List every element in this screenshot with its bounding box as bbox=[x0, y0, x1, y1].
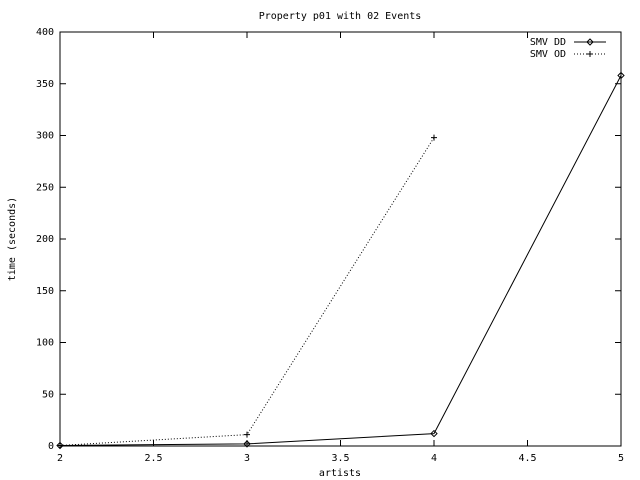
x-tick-label: 2 bbox=[57, 453, 63, 464]
data-point bbox=[617, 71, 625, 80]
y-axis-label: time (seconds) bbox=[7, 197, 18, 281]
data-point bbox=[57, 442, 63, 449]
data-point bbox=[431, 134, 437, 141]
series-line bbox=[59, 137, 435, 446]
x-tick-label: 3.5 bbox=[331, 453, 349, 464]
data-point bbox=[56, 441, 64, 450]
legend-label: SMV DD bbox=[530, 37, 566, 48]
data-point bbox=[243, 440, 251, 448]
x-tick-label: 5 bbox=[618, 453, 624, 464]
chart-title: Property p01 with 02 Events bbox=[259, 11, 422, 22]
y-tick-label: 100 bbox=[36, 338, 54, 349]
x-tick-label: 3 bbox=[244, 453, 250, 464]
y-tick-label: 200 bbox=[36, 234, 54, 245]
x-tick-label: 4 bbox=[431, 453, 437, 464]
legend-marker bbox=[587, 51, 593, 57]
y-tick-label: 150 bbox=[36, 286, 54, 297]
y-tick-label: 400 bbox=[36, 27, 54, 38]
y-tick-label: 50 bbox=[42, 389, 54, 400]
legend-label: SMV OD bbox=[530, 49, 566, 60]
y-tick-label: 0 bbox=[48, 441, 54, 452]
data-point bbox=[430, 429, 438, 438]
y-tick-label: 350 bbox=[36, 79, 54, 90]
x-tick-label: 4.5 bbox=[518, 453, 536, 464]
x-tick-label: 2.5 bbox=[144, 453, 162, 464]
plot-frame bbox=[59, 31, 622, 447]
legend-marker bbox=[586, 38, 594, 46]
x-axis-label: artists bbox=[319, 468, 361, 479]
y-tick-label: 250 bbox=[36, 182, 54, 193]
y-tick-label: 300 bbox=[36, 131, 54, 142]
series-line bbox=[59, 75, 622, 446]
data-point bbox=[244, 431, 250, 438]
